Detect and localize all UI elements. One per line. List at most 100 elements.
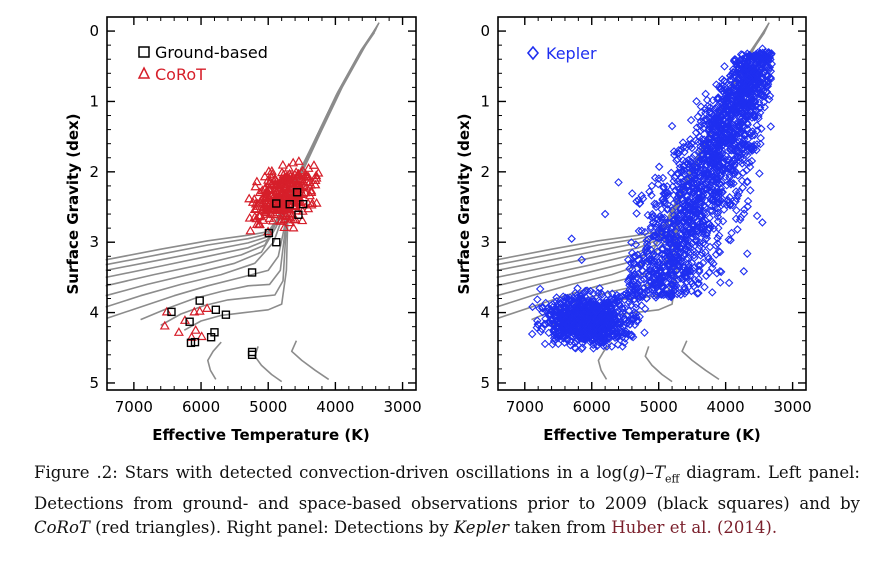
kepler-giant-point	[629, 252, 639, 261]
corot-cluster-point	[310, 175, 321, 185]
kepler-giant-point	[726, 80, 735, 90]
kepler-dwarf-point	[541, 298, 550, 308]
corot-cluster-point	[277, 159, 288, 169]
corot-cluster-point	[268, 209, 280, 219]
kepler-giant-point	[709, 259, 718, 268]
kepler-dwarf-point	[540, 339, 550, 349]
kepler-giant-point	[659, 183, 668, 193]
kepler-dwarf-point	[545, 310, 555, 319]
kepler-giant-point	[754, 114, 763, 123]
kepler-giant-point	[704, 119, 713, 128]
kepler-dwarf-point	[554, 304, 564, 314]
kepler-giant-point	[714, 143, 723, 152]
kepler-dwarf-point	[579, 331, 589, 341]
kepler-giant-point	[732, 194, 741, 203]
right-track-11	[597, 341, 613, 380]
kepler-giant-point	[704, 268, 714, 278]
kepler-dwarf-point	[537, 324, 547, 334]
kepler-dwarf-point	[604, 333, 614, 342]
left-x-tick-label: 4000	[316, 398, 354, 416]
kepler-dwarf-point	[546, 301, 556, 310]
corot-cluster-point	[279, 173, 290, 182]
kepler-giant-point	[679, 162, 688, 172]
left-track-13	[290, 340, 330, 381]
kepler-giant-point	[655, 273, 664, 282]
kepler-giant-point	[741, 83, 750, 93]
caption-citation[interactable]: Huber et al.	[611, 518, 712, 538]
kepler-giant-point	[645, 277, 655, 287]
kepler-dwarf-point	[621, 329, 631, 338]
kepler-giant-point	[752, 76, 762, 86]
kepler-giant-point	[643, 281, 652, 290]
corot-cluster-point	[279, 222, 290, 232]
kepler-giant-point	[746, 100, 756, 109]
kepler-giant-point	[663, 243, 672, 252]
kepler-giant-point	[738, 168, 748, 178]
corot-point	[196, 331, 207, 341]
kepler-giant-point	[691, 174, 700, 183]
kepler-dwarf-point	[566, 340, 575, 350]
kepler-giant-point	[631, 269, 640, 279]
kepler-dwarf-point	[624, 329, 634, 339]
right-y-tick-label: 3	[480, 233, 490, 251]
kepler-dwarf-point	[613, 298, 622, 307]
left-plot-frame	[106, 16, 417, 391]
kepler-giant-point	[761, 87, 771, 97]
kepler-giant-point	[696, 172, 705, 182]
kepler-giant-point	[725, 71, 735, 80]
kepler-dwarf-point	[610, 325, 620, 334]
kepler-giant-point	[694, 274, 704, 284]
kepler-giant-point	[643, 246, 652, 256]
kepler-giant-point	[713, 204, 722, 213]
caption-text-4: (red triangles). Right panel: Detections…	[89, 518, 454, 538]
kepler-dwarf-point	[567, 310, 576, 320]
kepler-giant-point	[764, 95, 774, 104]
kepler-giant-point	[710, 149, 720, 159]
kepler-point	[600, 209, 610, 219]
kepler-giant-point	[730, 87, 739, 96]
kepler-dwarf-point	[535, 304, 544, 313]
kepler-dwarf-point	[548, 339, 557, 349]
kepler-dwarf-point	[597, 325, 606, 334]
kepler-giant-point	[703, 126, 713, 135]
kepler-dwarf-point	[561, 293, 570, 303]
kepler-giant-point	[690, 196, 700, 205]
legend-diamond-marker	[526, 45, 540, 61]
kepler-giant-point	[682, 230, 691, 240]
corot-cluster-point	[306, 199, 317, 209]
kepler-dwarf-point	[594, 328, 603, 338]
kepler-dwarf-point	[610, 311, 620, 321]
kepler-dwarf-point	[579, 314, 589, 323]
kepler-giant-point	[757, 124, 766, 134]
kepler-giant-point	[651, 251, 660, 261]
legend-corot-label: CoRoT	[155, 65, 206, 84]
kepler-giant-point	[684, 197, 693, 207]
kepler-dwarf-point	[552, 323, 561, 332]
kepler-giant-point	[642, 236, 652, 245]
kepler-giant-point	[662, 188, 671, 198]
kepler-point	[567, 234, 576, 243]
kepler-giant-point	[628, 290, 637, 299]
kepler-dwarf-point	[595, 284, 604, 293]
kepler-giant-point	[656, 216, 665, 226]
caption-citation-year[interactable]: (2014).	[711, 518, 778, 538]
kepler-giant-point	[646, 222, 656, 232]
kepler-giant-point	[711, 250, 721, 259]
kepler-giant-point	[696, 261, 705, 270]
kepler-giant-point	[749, 92, 759, 102]
kepler-giant-point	[722, 135, 732, 145]
kepler-giant-point	[667, 270, 676, 279]
corot-cluster-point	[267, 169, 278, 178]
kepler-dwarf-point	[589, 344, 598, 353]
kepler-giant-point	[725, 193, 734, 202]
kepler-giant-point	[689, 213, 698, 222]
kepler-giant-point	[681, 254, 691, 264]
kepler-giant-point	[680, 215, 690, 224]
kepler-giant-point	[753, 48, 763, 58]
figure: 7000 6000 5000 4000 3000 0 1 2 3 4 5 Ground-based …	[64, 16, 812, 444]
kepler-giant-point	[767, 59, 777, 69]
kepler-giant-point	[658, 245, 667, 254]
kepler-giant-point	[743, 196, 753, 206]
left-panel: 7000 6000 5000 4000 3000 0 1 2 3 4 5 Ground-based …	[64, 16, 422, 444]
kepler-giant-point	[724, 93, 733, 103]
